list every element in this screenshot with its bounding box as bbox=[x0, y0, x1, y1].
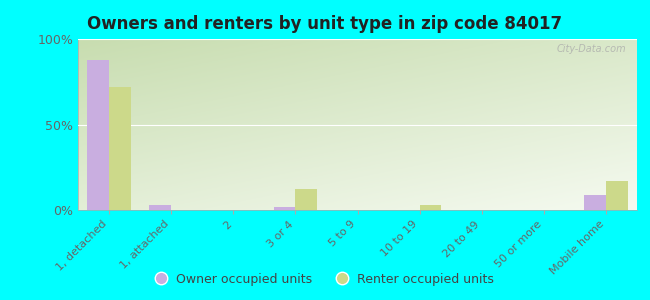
Bar bbox=[87, 59, 109, 210]
Bar bbox=[295, 190, 317, 210]
Bar bbox=[274, 207, 295, 210]
Bar bbox=[150, 205, 171, 210]
Text: Owners and renters by unit type in zip code 84017: Owners and renters by unit type in zip c… bbox=[88, 15, 562, 33]
Text: City-Data.com: City-Data.com bbox=[556, 44, 626, 54]
Bar bbox=[584, 195, 606, 210]
Bar bbox=[420, 205, 441, 210]
Legend: Owner occupied units, Renter occupied units: Owner occupied units, Renter occupied un… bbox=[151, 268, 499, 291]
Bar bbox=[606, 181, 628, 210]
Bar bbox=[109, 87, 131, 210]
